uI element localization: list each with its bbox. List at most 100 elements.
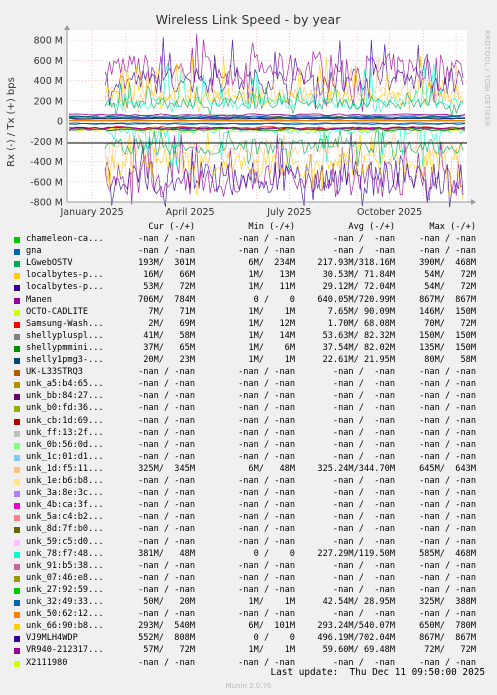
legend-cur: 37M/ 65M (143, 342, 195, 353)
legend-min: -nan / -nan (238, 572, 295, 583)
legend-swatch (14, 309, 20, 316)
legend-cur: 50M/ 20M (143, 597, 195, 607)
last-update: Last update: Thu Dec 11 09:50:00 2025 (270, 667, 485, 678)
legend-avg: -nan / -nan (332, 536, 395, 547)
legend-cur: -nan / -nan (138, 451, 195, 462)
legend-max: 325M/ 388M (419, 597, 476, 607)
legend-max: 645M/ 643M (419, 463, 476, 474)
legend-name: unk_4b:ca:3f... (26, 500, 104, 511)
legend-swatch (14, 249, 20, 256)
legend-name: unk_66:90:b8... (26, 621, 104, 632)
legend-cur: -nan / -nan (138, 379, 195, 390)
series-line-tx (104, 33, 464, 112)
legend-swatch (14, 466, 20, 473)
legend-cur: -nan / -nan (138, 560, 195, 571)
series-line-low (68, 127, 466, 132)
legend-name: VJ9MLH4WDP (26, 633, 78, 644)
legend-name: unk_1c:01:d1... (26, 451, 104, 462)
legend-name: unk_b0:fd:36... (26, 403, 104, 414)
legend-cur: 193M/ 301M (138, 258, 195, 269)
legend-name: unk_1d:f5:11... (26, 463, 104, 474)
legend-avg: -nan / -nan (332, 246, 395, 257)
legend-max: -nan / -nan (419, 379, 476, 390)
legend-max: 585M/ 468M (419, 548, 476, 559)
legend-swatch (14, 273, 20, 280)
legend-header: Max (-/+) (429, 222, 476, 232)
series-line-low (68, 122, 466, 126)
legend-cur: -nan / -nan (138, 246, 195, 257)
legend-max: 72M/ 72M (424, 645, 476, 656)
legend-name: LGwebOSTV (26, 258, 73, 269)
legend-min: -nan / -nan (238, 439, 295, 450)
series-line-low (68, 115, 466, 119)
legend-cur: -nan / -nan (138, 439, 195, 450)
legend-cur: -nan / -nan (138, 488, 195, 499)
legend-swatch (14, 358, 20, 364)
legend-cur: -nan / -nan (138, 476, 195, 486)
x-axis-arrow (471, 199, 476, 205)
x-tick-label: January 2025 (59, 207, 123, 218)
x-tick-label: April 2025 (166, 207, 215, 218)
legend-min: 0 / 0 (253, 294, 295, 305)
legend-avg: 53.63M/ 82.32M (322, 330, 395, 341)
legend-max: -nan / -nan (419, 367, 476, 378)
legend-max: 150M/ 150M (419, 330, 476, 341)
legend-swatch (14, 406, 20, 413)
legend-swatch (14, 491, 20, 498)
legend-min: -nan / -nan (238, 536, 295, 547)
legend-swatch (14, 261, 20, 268)
series-line-low (68, 114, 466, 118)
legend-avg: 37.54M/ 82.02M (322, 342, 395, 353)
legend-swatch (14, 515, 20, 522)
legend-avg: -nan / -nan (332, 657, 395, 668)
series-line-low (68, 126, 466, 130)
legend-swatch (14, 539, 20, 546)
legend-max: -nan / -nan (419, 560, 476, 571)
legend-name: unk_ff:13:2f... (26, 427, 104, 438)
munin-version: Munin 2.0.76 (225, 682, 272, 690)
legend-avg: 217.93M/318.16M (317, 258, 395, 269)
legend-avg: 325.24M/344.70M (317, 463, 395, 474)
legend-name: unk_91:b5:38... (26, 560, 104, 571)
legend-cur: -nan / -nan (138, 584, 195, 595)
legend-max: -nan / -nan (419, 427, 476, 438)
legend-avg: -nan / -nan (332, 427, 395, 438)
legend-min: 0 / 0 (253, 548, 295, 559)
legend-avg: 496.19M/702.04M (317, 633, 395, 644)
legend-max: 867M/ 867M (419, 633, 476, 644)
series-line-low (68, 127, 466, 132)
legend-name: unk_27:92:59... (26, 584, 104, 595)
legend-max: -nan / -nan (419, 584, 476, 595)
legend-swatch (14, 418, 20, 425)
series-line-tx (104, 55, 464, 112)
legend-avg: -nan / -nan (332, 403, 395, 414)
y-tick-label: 600 M (34, 56, 63, 67)
legend-min: 1M/ 13M (248, 270, 295, 281)
legend-swatch (14, 321, 20, 328)
rrdtool-credit: RRDTOOL / TOBI OETIKER (483, 30, 491, 127)
legend-name: unk_8d:7f:b0... (26, 524, 104, 535)
legend-max: -nan / -nan (419, 488, 476, 499)
legend-cur: -nan / -nan (138, 572, 195, 583)
legend-min: 1M/ 1M (248, 306, 295, 317)
x-tick-label: October 2025 (357, 207, 422, 218)
legend-name: unk_3a:8e:3c... (26, 488, 104, 499)
legend-name: unk_5a:c4:b2... (26, 512, 104, 523)
legend-max: -nan / -nan (419, 500, 476, 511)
legend-cur: 53M/ 72M (143, 282, 195, 293)
legend-swatch (14, 587, 20, 594)
chart-title: Wireless Link Speed - by year (156, 12, 342, 27)
legend-min: -nan / -nan (238, 476, 295, 486)
legend-cur: -nan / -nan (138, 524, 195, 535)
legend-min: 1M/ 1M (248, 355, 295, 365)
legend-cur: 7M/ 71M (148, 306, 195, 317)
y-axis-label: Rx (-) / Tx (+) bps (6, 77, 17, 167)
legend-max: 135M/ 150M (419, 342, 476, 353)
legend-min: 1M/ 1M (248, 597, 295, 607)
legend-cur: -nan / -nan (138, 234, 195, 244)
legend-max: -nan / -nan (419, 512, 476, 523)
y-tick-label: -600 M (30, 177, 63, 188)
legend-avg: -nan / -nan (332, 512, 395, 523)
legend-name: localbytes-p... (26, 270, 104, 281)
legend-cur: -nan / -nan (138, 427, 195, 438)
